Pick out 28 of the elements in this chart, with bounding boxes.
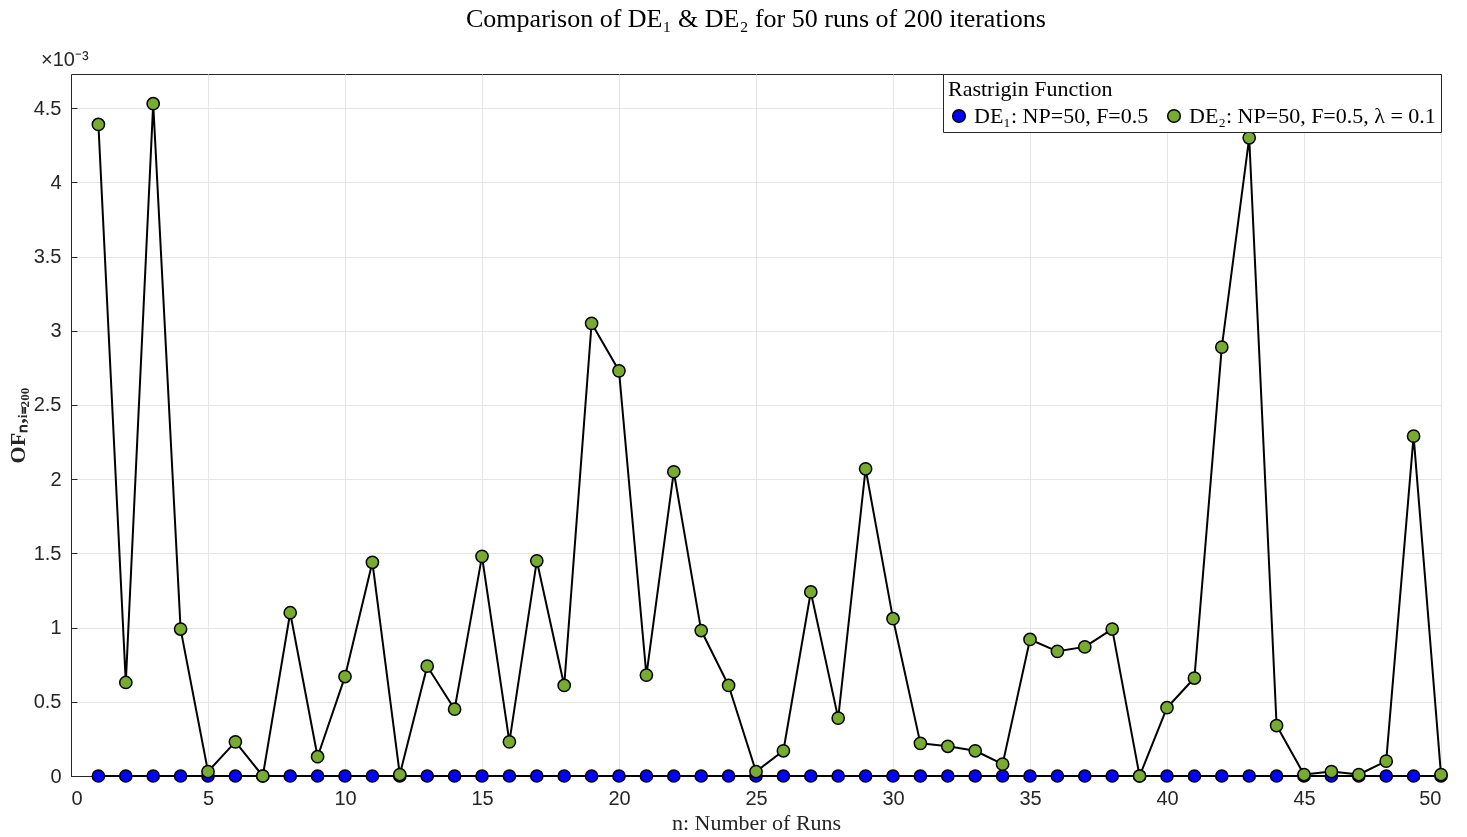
y-tick-label: 1 (50, 616, 62, 639)
y-tick-label: 0 (50, 764, 62, 787)
y-tick-label: 4.5 (33, 96, 62, 119)
y-tick-label: 0.5 (33, 690, 62, 713)
legend-label: DE₂: NP=50, F=0.5, λ = 0.1 (1189, 103, 1436, 128)
x-tick-label: 40 (1156, 786, 1179, 809)
y-tick-label: 3.5 (33, 245, 62, 268)
x-tick-label: 15 (471, 786, 494, 809)
legend-label: DE₁: NP=50, F=0.5 (974, 103, 1149, 128)
x-tick-label: 35 (1019, 786, 1042, 809)
x-axis-title: n: Number of Runs (671, 809, 842, 835)
x-tick-label: 25 (745, 786, 768, 809)
y-axis-title: OFₙ,ᵢ₌₂₀₀ (4, 387, 30, 464)
x-tick-label: 10 (334, 786, 357, 809)
x-tick-label: 5 (202, 786, 215, 809)
x-tick-label: 20 (608, 786, 631, 809)
y-tick-label: 2.5 (33, 393, 62, 416)
text: ×10⁻³ (41, 48, 89, 70)
y-tick-label: 2 (50, 467, 62, 490)
x-tick-label: 30 (882, 786, 905, 809)
legend-title: Rastrigin Function (948, 76, 1113, 101)
x-tick-label: 45 (1293, 786, 1316, 809)
chart-title: Comparison of DE₁ & DE₂ for 50 runs of 200 iterations (466, 4, 1046, 33)
x-tick-label: 50 (1419, 786, 1442, 809)
y-tick-label: 1.5 (33, 541, 62, 564)
y-tick-label: 3 (50, 319, 62, 342)
y-tick-label: 4 (50, 170, 62, 193)
x-tick-label: 0 (71, 786, 83, 809)
